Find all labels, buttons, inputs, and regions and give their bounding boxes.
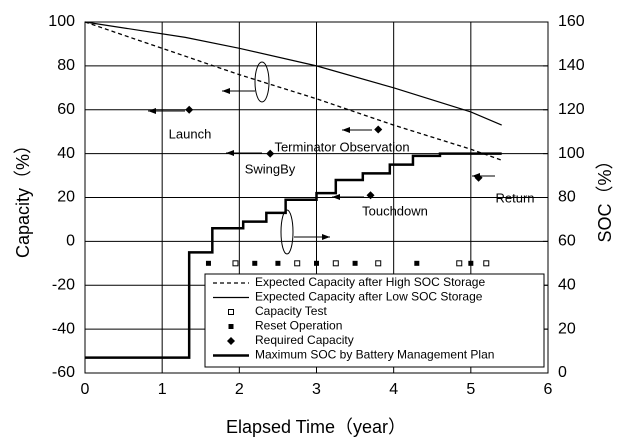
y-tick-label: 40: [57, 145, 75, 162]
legend-swatch: [227, 337, 235, 345]
y-axis-title: Capacity（%）: [13, 136, 33, 258]
y-tick-label: 100: [48, 13, 75, 30]
y-tick-label: 0: [66, 233, 75, 250]
legend: Expected Capacity after High SOC Storage…: [204, 273, 545, 368]
marker: [456, 260, 463, 267]
marker: [352, 260, 358, 266]
y2-tick-label: 160: [558, 13, 585, 30]
series-line: [84, 21, 502, 161]
legend-label: Expected Capacity after Low SOC Storage: [255, 290, 483, 304]
series-line: [84, 21, 502, 126]
x-tick-label: 3: [312, 381, 321, 398]
ellipse: [280, 209, 294, 255]
y2-tick-label: 0: [558, 364, 567, 381]
marker: [483, 260, 490, 267]
y2-tick-label: 20: [558, 320, 576, 337]
marker: [414, 260, 420, 266]
x-axis-title: Elapsed Time（year）: [226, 417, 406, 437]
y-tick-label: -20: [52, 276, 75, 293]
plot: [84, 21, 502, 359]
legend-swatch: [228, 324, 234, 329]
y-tick-label: 60: [57, 101, 75, 118]
step-line: [85, 152, 502, 359]
marker: [252, 260, 258, 266]
x-tick-label: 5: [466, 381, 475, 398]
annotation: Return: [495, 190, 534, 205]
annotation: Launch: [169, 126, 212, 141]
legend-label: Expected Capacity after High SOC Storage: [255, 275, 485, 289]
marker: [375, 260, 382, 267]
marker: [366, 191, 375, 200]
y2-axis-title: SOC（%）: [595, 151, 615, 242]
y2-tick-label: 60: [558, 233, 576, 250]
legend-label: Required Capacity: [255, 333, 354, 347]
x-tick-label: 2: [235, 381, 244, 398]
annotation: SwingBy: [245, 161, 296, 176]
marker: [205, 260, 211, 266]
marker: [468, 260, 474, 266]
y2-tick-label: 100: [558, 145, 585, 162]
marker: [275, 260, 281, 266]
marker: [374, 125, 383, 134]
x-tick-label: 1: [158, 381, 167, 398]
x-tick-label: 0: [81, 381, 90, 398]
legend-label: Maximum SOC by Battery Management Plan: [255, 348, 494, 362]
marker: [314, 260, 319, 266]
marker: [332, 260, 339, 267]
y2-tick-label: 40: [558, 276, 576, 293]
y2-tick-label: 140: [558, 57, 585, 74]
y2-tick-label: 80: [558, 189, 576, 206]
y-tick-label: 20: [57, 189, 75, 206]
x-tick-label: 4: [389, 381, 398, 398]
y-tick-label: -60: [52, 364, 75, 381]
ellipse: [254, 61, 270, 103]
legend-label: Reset Operation: [255, 319, 342, 333]
y-tick-label: 80: [57, 57, 75, 74]
annotation: Touchdown: [362, 203, 428, 218]
y2-tick-label: 120: [558, 101, 585, 118]
legend-swatch: [228, 309, 234, 315]
legend-label: Capacity Test: [255, 304, 327, 318]
legend-box: [204, 273, 545, 368]
y-tick-label: -40: [52, 320, 75, 337]
marker: [474, 173, 483, 182]
marker: [294, 260, 301, 267]
marker: [185, 105, 194, 114]
annotation: Terminator Observation: [274, 139, 409, 154]
x-tick-label: 6: [544, 381, 553, 398]
marker: [232, 260, 239, 267]
arrows: [148, 61, 495, 255]
marker: [266, 149, 275, 158]
